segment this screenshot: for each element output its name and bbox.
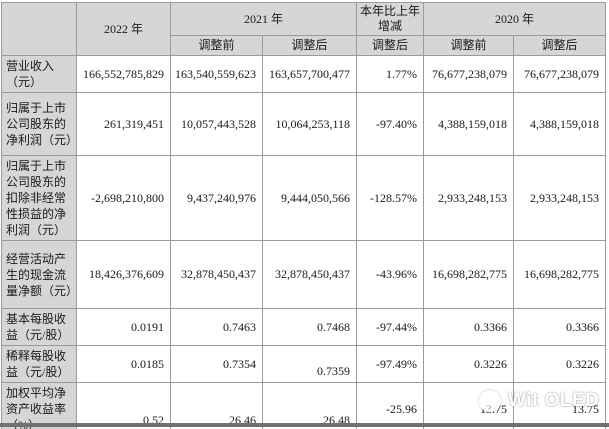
table-cell: 9,444,050,566 <box>261 155 358 241</box>
table-cell: 166,552,785,829 <box>76 55 171 93</box>
table-cell: -97.44% <box>356 308 425 346</box>
table-cell: 10,064,253,118 <box>261 92 358 156</box>
table-row-net-profit: 归属于上市公司股东的净利润（元） 261,319,451 10,057,443,… <box>1 92 607 156</box>
table-cell: -2,698,210,800 <box>76 155 171 241</box>
table-row-net-profit-excl-nonrecurring: 归属于上市公司股东的扣除非经常性损益的净利润（元） -2,698,210,800… <box>1 155 607 241</box>
table-cell: 18,426,376,609 <box>76 240 171 309</box>
row-label: 基本每股收益（元/股） <box>1 308 77 346</box>
row-label: 加权平均净资产收益率（%） <box>1 382 77 429</box>
table-cell: 10,057,443,528 <box>170 92 263 156</box>
table-cell: 163,540,559,623 <box>170 55 263 93</box>
subheader-2021-before: 调整前 <box>170 35 263 56</box>
subheader-2021-after: 调整后 <box>261 35 358 56</box>
header-row-years: 2022 年 2021 年 本年比上年增减 2020 年 <box>1 2 607 56</box>
table-cell: 4,388,159,018 <box>513 92 607 156</box>
table-cell: 0.3226 <box>423 345 515 383</box>
table-cell: -97.40% <box>356 92 425 156</box>
table-cell: 0.7354 <box>170 345 263 383</box>
row-label: 稀释每股收益（元/股） <box>1 345 77 383</box>
table-cell: 1.77% <box>356 55 425 93</box>
table-cell: 32,878,450,437 <box>170 240 263 309</box>
table-cell: 76,677,238,079 <box>513 55 607 93</box>
column-header-2021: 2021 年 <box>169 2 358 36</box>
column-header-2022: 2022 年 <box>76 2 171 56</box>
table-cell: -25.96 <box>356 382 425 429</box>
table-cell: -128.57% <box>356 155 425 241</box>
row-label: 归属于上市公司股东的净利润（元） <box>1 92 77 156</box>
row-label: 归属于上市公司股东的扣除非经常性损益的净利润（元） <box>1 155 77 241</box>
table-cell: 4,388,159,018 <box>423 92 515 156</box>
bottom-separator-bar <box>0 423 609 427</box>
subheader-2020-after: 调整后 <box>513 35 607 56</box>
column-header-2020: 2020 年 <box>423 2 607 36</box>
table-cell: 13.75 <box>513 382 607 429</box>
table-row-basic-eps: 基本每股收益（元/股） 0.0191 0.7463 0.7468 -97.44%… <box>1 308 607 346</box>
table-cell: 16,698,282,775 <box>423 240 515 309</box>
table-cell: -97.49% <box>356 345 425 383</box>
column-header-yoy: 本年比上年增减 <box>356 2 425 36</box>
table-cell: -43.96% <box>356 240 425 309</box>
table-cell: 163,657,700,477 <box>261 55 358 93</box>
table-row-operating-cash-flow: 经营活动产生的现金流量净额（元） 18,426,376,609 32,878,4… <box>1 240 607 309</box>
table-row-revenue: 营业收入（元） 166,552,785,829 163,540,559,623 … <box>1 55 607 93</box>
table-cell: 26.46 <box>170 382 263 429</box>
table-row-diluted-eps: 稀释每股收益（元/股） 0.0185 0.7354 0.7359 -97.49%… <box>1 345 607 383</box>
table-cell: 0.0191 <box>76 308 171 346</box>
table-cell: 32,878,450,437 <box>261 240 358 309</box>
subheader-2020-before: 调整前 <box>423 35 515 56</box>
table-cell: 0.7359 <box>261 345 358 383</box>
row-label: 经营活动产生的现金流量净额（元） <box>1 240 77 309</box>
table-cell: 0.7463 <box>170 308 263 346</box>
table-cell: 2,933,248,153 <box>513 155 607 241</box>
table-cell: 0.0185 <box>76 345 171 383</box>
table-cell: 76,677,238,079 <box>423 55 515 93</box>
table-cell: 9,437,240,976 <box>170 155 263 241</box>
row-label: 营业收入（元） <box>1 55 77 93</box>
table-cell: 0.3366 <box>423 308 515 346</box>
table-cell: 0.7468 <box>261 308 358 346</box>
table-cell: 2,933,248,153 <box>423 155 515 241</box>
table-cell: 26.48 <box>261 382 358 429</box>
subheader-yoy-after: 调整后 <box>356 35 425 56</box>
header-row-adjustments: 调整前 调整后 调整后 调整前 调整后 <box>2 35 607 56</box>
table-cell: 0.3366 <box>513 308 607 346</box>
corner-cell <box>1 2 77 56</box>
table-cell: 261,319,451 <box>76 92 171 156</box>
table-cell: 0.3226 <box>513 345 607 383</box>
table-cell: 16,698,282,775 <box>513 240 607 309</box>
